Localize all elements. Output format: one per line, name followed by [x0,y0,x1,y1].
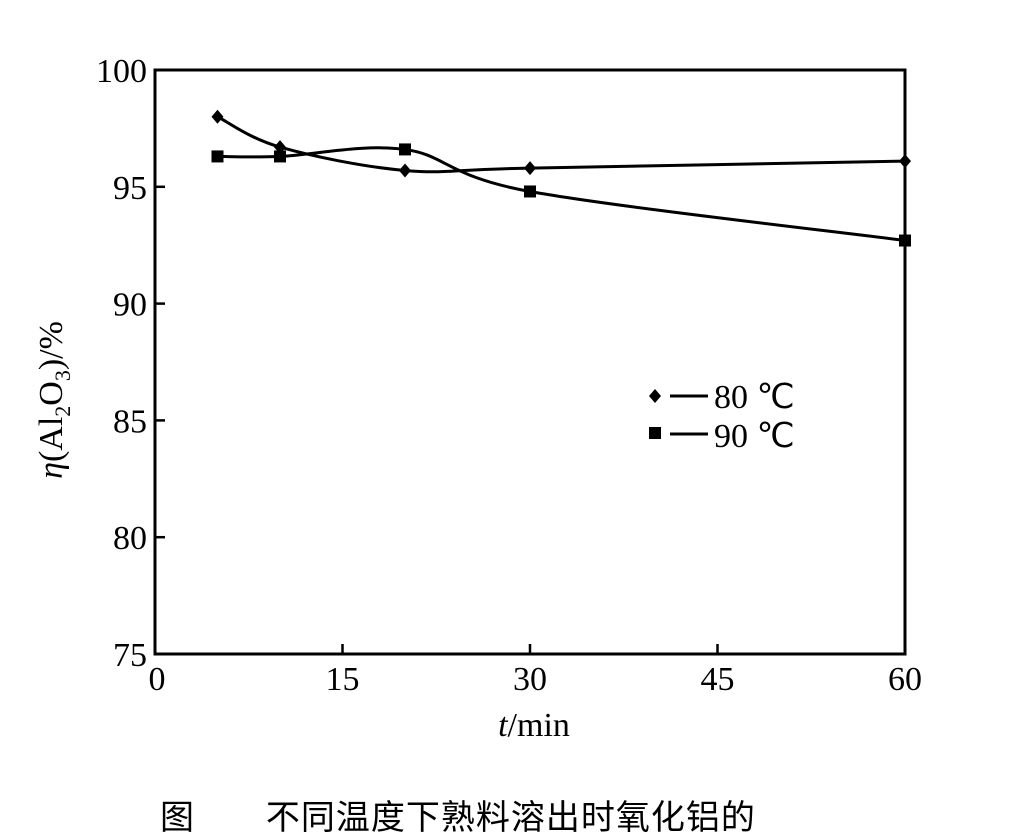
y-axis-title: η(Al2O3)/% [33,321,75,479]
y-tick-labels: 75 80 85 90 95 100 [96,53,147,674]
y-tick-label: 95 [113,170,147,207]
x-tick-label: 15 [326,661,360,698]
x-axis-variable: t [498,707,509,744]
series-markers [211,109,911,247]
series-lines [216,115,906,243]
x-tick-label: 30 [513,661,547,698]
y-tick-label: 100 [96,53,147,90]
data-point-90 [274,150,286,163]
y-axis-mid: O [33,381,70,406]
x-axis-unit: /min [508,707,570,744]
legend: 80 ℃ 90 ℃ [649,379,795,455]
data-point-80 [399,163,411,178]
data-point-90 [399,143,411,156]
caption-text: 不同温度下熟料溶出时氧化铝的 [265,798,756,838]
x-tick-label: 45 [701,661,735,698]
legend-label-80: 80 ℃ [714,379,795,416]
y-axis-sub1: 2 [50,406,75,417]
figure-caption: 图 不同温度下熟料溶出时氧化铝的 [160,790,756,839]
y-tick-label: 75 [113,637,147,674]
x-tick-label: 0 [149,661,166,698]
plot-frame [153,68,907,656]
y-tick-label: 85 [113,403,147,440]
legend-marker-90 [649,427,661,439]
data-point-90 [524,185,536,198]
x-tick-labels: 0 15 30 45 60 [149,661,923,698]
legend-marker-80 [649,389,661,403]
y-axis-eta: η [33,462,70,479]
y-axis-open: (Al [33,417,70,462]
x-axis-title: t/min [498,707,570,744]
data-point-80 [524,161,536,176]
y-axis-close: )/% [33,321,70,370]
y-tick-label: 90 [113,287,147,324]
y-axis-sub2: 3 [50,370,75,381]
x-tick-label: 60 [888,661,922,698]
data-point-90 [211,150,224,163]
data-point-80 [211,109,224,124]
legend-label-90: 90 ℃ [714,418,795,455]
series-line-80 [216,115,906,174]
y-tick-label: 80 [113,520,147,557]
caption-prefix: 图 [160,798,195,838]
